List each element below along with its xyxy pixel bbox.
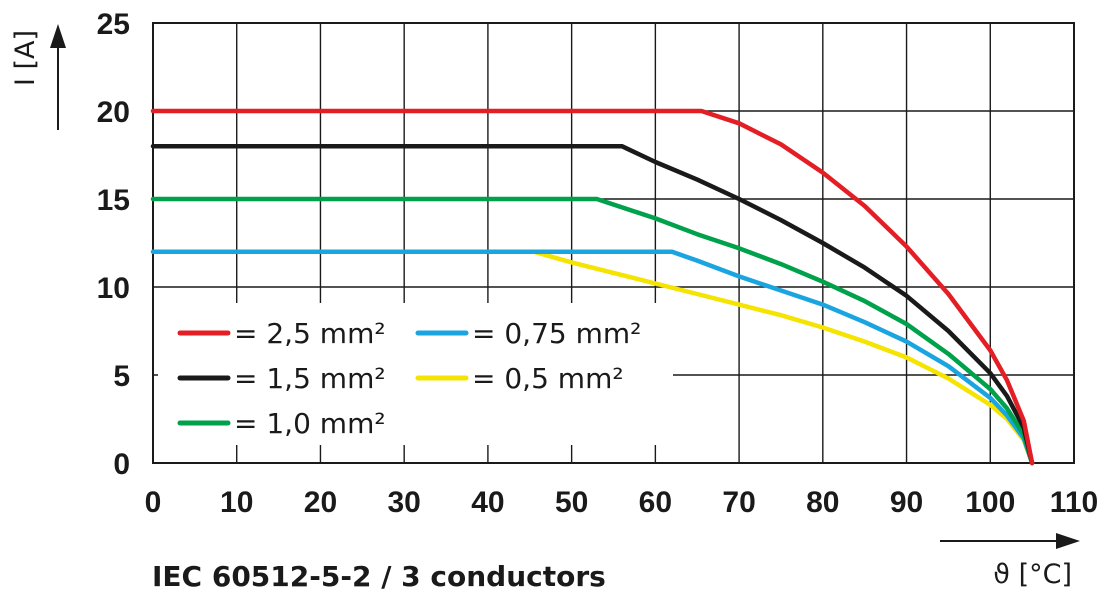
x-axis-label: ϑ [°C] xyxy=(993,559,1072,589)
axes: I [A] ϑ [°C] xyxy=(10,24,1080,589)
tick-labels: 0 10 20 30 40 50 60 70 80 90 100 110 0 5 10 15 20 25 xyxy=(97,8,1099,519)
chart-caption: IEC 60512-5-2 / 3 conductors xyxy=(152,560,606,589)
x-axis-arrowhead xyxy=(1056,533,1080,549)
x-tick-label: 0 xyxy=(145,486,162,519)
series-line-1 xyxy=(150,143,1035,466)
x-tick-label: 20 xyxy=(304,486,337,519)
series-line-4 xyxy=(150,249,1035,466)
legend-background xyxy=(158,303,673,445)
series-line-0 xyxy=(150,108,1035,466)
y-tick-label: 5 xyxy=(113,360,130,393)
y-tick-label: 25 xyxy=(97,8,130,41)
series-line-3 xyxy=(150,249,1035,466)
y-tick-label: 15 xyxy=(97,184,130,217)
x-tick-label: 40 xyxy=(471,486,504,519)
x-tick-label: 50 xyxy=(555,486,588,519)
plot-border xyxy=(152,22,1075,464)
legend-label: = 1,5 mm² xyxy=(234,362,386,395)
x-tick-label: 100 xyxy=(965,486,1015,519)
x-tick-label: 80 xyxy=(806,486,839,519)
legend-label: = 0,5 mm² xyxy=(472,362,624,395)
x-tick-label: 70 xyxy=(722,486,755,519)
x-tick-label: 60 xyxy=(639,486,672,519)
series-line-2 xyxy=(150,196,1035,466)
x-tick-label: 30 xyxy=(387,486,420,519)
x-tick-label: 90 xyxy=(890,486,923,519)
legend: = 2,5 mm² = 1,5 mm² = 1,0 mm² = 0,75 mm² = 0… xyxy=(158,303,673,445)
y-tick-label: 20 xyxy=(97,96,130,129)
y-tick-label: 0 xyxy=(113,448,130,481)
y-axis-label: I [A] xyxy=(10,30,41,86)
series-lines xyxy=(150,108,1035,466)
legend-label: = 1,0 mm² xyxy=(234,407,386,440)
y-axis-arrowhead xyxy=(50,24,66,48)
legend-label: = 2,5 mm² xyxy=(234,317,386,350)
legend-label: = 0,75 mm² xyxy=(472,317,641,350)
x-tick-label: 110 xyxy=(1050,486,1098,519)
y-tick-label: 10 xyxy=(97,272,130,305)
x-tick-label: 10 xyxy=(220,486,253,519)
